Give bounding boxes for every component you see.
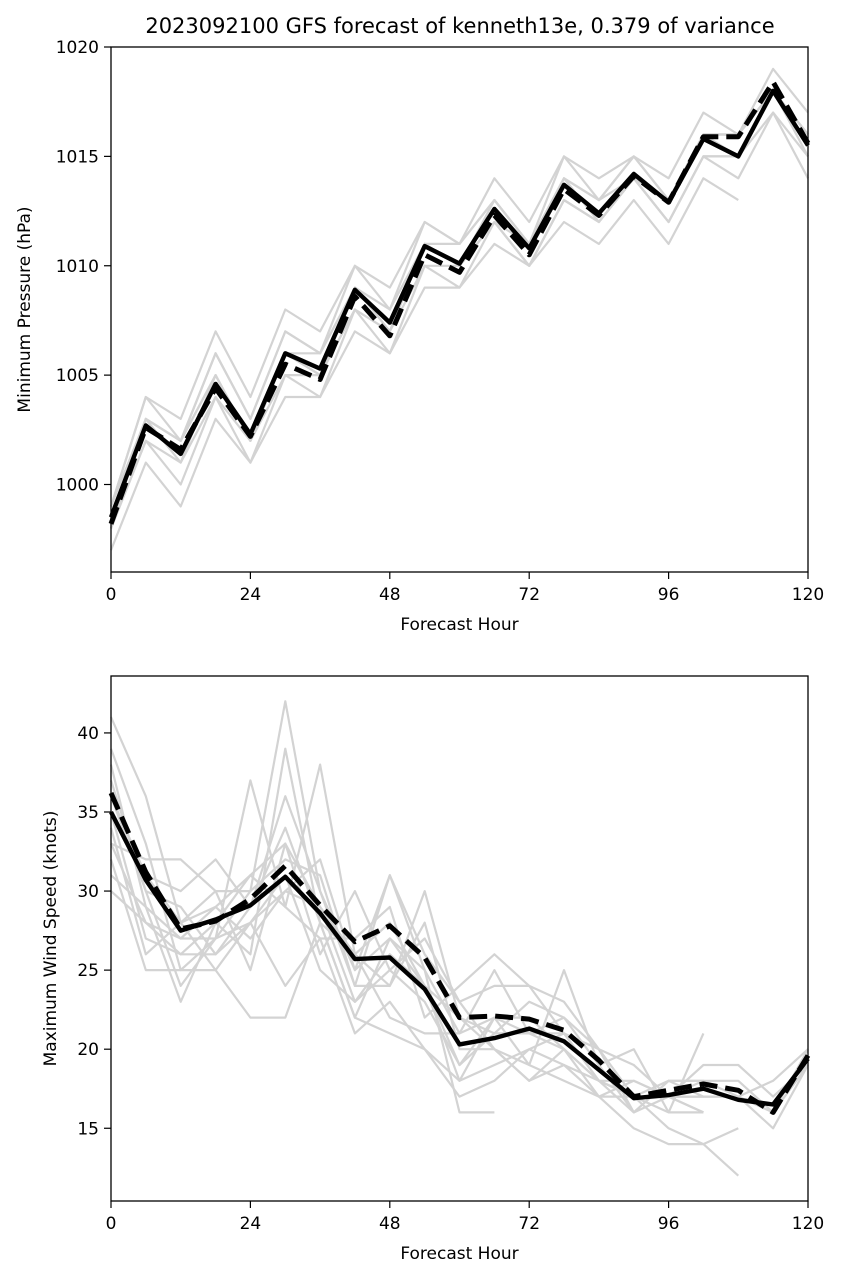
wind-y-tick-label: 20 [77, 1040, 99, 1060]
pressure-x-tick-label: 72 [518, 585, 540, 605]
wind-y-tick-label: 15 [77, 1119, 99, 1139]
wind-x-ticks: 0 24 48 72 96 120 [106, 1201, 824, 1234]
wind-y-axis-label: Maximum Wind Speed (knots) [41, 811, 61, 1067]
chart-title: 2023092100 GFS forecast of kenneth13e, 0… [145, 14, 774, 38]
wind-y-ticks: 15 20 25 30 35 40 [77, 724, 111, 1139]
wind-y-tick-label: 35 [77, 803, 99, 823]
pressure-y-axis-label: Minimum Pressure (hPa) [15, 206, 35, 412]
wind-lines [108, 700, 811, 1177]
wind-x-tick-label: 120 [792, 1214, 824, 1234]
wind-x-axis-label: Forecast Hour [400, 1244, 518, 1264]
pressure-x-tick-label: 96 [658, 585, 680, 605]
pressure-ensemble-line-4 [109, 89, 809, 507]
wind-x-tick-label: 24 [240, 1214, 262, 1234]
pressure-x-ticks: 0 24 48 72 96 120 [106, 572, 824, 605]
pressure-lines [108, 67, 811, 551]
pressure-x-tick-label: 0 [106, 585, 117, 605]
pressure-solid-mean-line [108, 88, 810, 519]
pressure-ensemble-line-6 [109, 89, 809, 507]
wind-plot-frame [110, 675, 809, 1202]
wind-y-tick-label: 25 [77, 961, 99, 981]
pressure-ensemble-line-2 [109, 177, 739, 551]
wind-ensemble-line-13 [110, 811, 704, 1114]
wind-ensemble-line-7 [110, 842, 809, 1114]
wind-ensemble-line-11 [110, 874, 809, 1130]
wind-y-tick-label: 40 [77, 724, 99, 744]
wind-x-tick-label: 48 [379, 1214, 401, 1234]
pressure-x-tick-label: 120 [792, 585, 824, 605]
wind-ensemble-line-5 [109, 811, 809, 1098]
pressure-x-tick-label: 48 [379, 585, 401, 605]
wind-x-tick-label: 96 [658, 1214, 680, 1234]
pressure-plot-frame [110, 46, 809, 573]
wind-solid-mean-line [109, 810, 810, 1107]
wind-ensemble-line-3 [109, 780, 705, 1114]
wind-ensemble-line-0 [109, 700, 495, 1114]
wind-ensemble-line-9 [109, 859, 704, 1098]
wind-x-tick-label: 72 [518, 1214, 540, 1234]
pressure-y-ticks: 1000 1005 1010 1015 1020 [56, 38, 111, 496]
pressure-y-tick-label: 1000 [56, 476, 99, 496]
pressure-ensemble-line-3 [109, 111, 809, 529]
wind-x-tick-label: 0 [106, 1214, 117, 1234]
pressure-x-tick-label: 24 [240, 585, 262, 605]
pressure-x-axis-label: Forecast Hour [400, 615, 518, 635]
pressure-dashed-mean-line [108, 79, 811, 525]
pressure-ensemble-line-7 [109, 89, 809, 529]
pressure-y-tick-label: 1010 [56, 257, 99, 277]
wind-ensemble-line-6 [109, 827, 704, 1114]
wind-ensemble-line-12 [109, 795, 704, 1098]
pressure-panel: 0 24 48 72 96 120 1000 1005 1010 1015 1020 Foreca… [15, 38, 824, 635]
wind-dashed-mean-line [108, 791, 811, 1115]
pressure-y-tick-label: 1015 [56, 147, 99, 167]
pressure-y-tick-label: 1005 [56, 366, 99, 386]
wind-ensemble-line-2 [109, 747, 704, 1114]
pressure-ensemble-line-5 [109, 111, 809, 529]
wind-y-tick-label: 30 [77, 882, 99, 902]
pressure-y-tick-label: 1020 [56, 38, 99, 58]
